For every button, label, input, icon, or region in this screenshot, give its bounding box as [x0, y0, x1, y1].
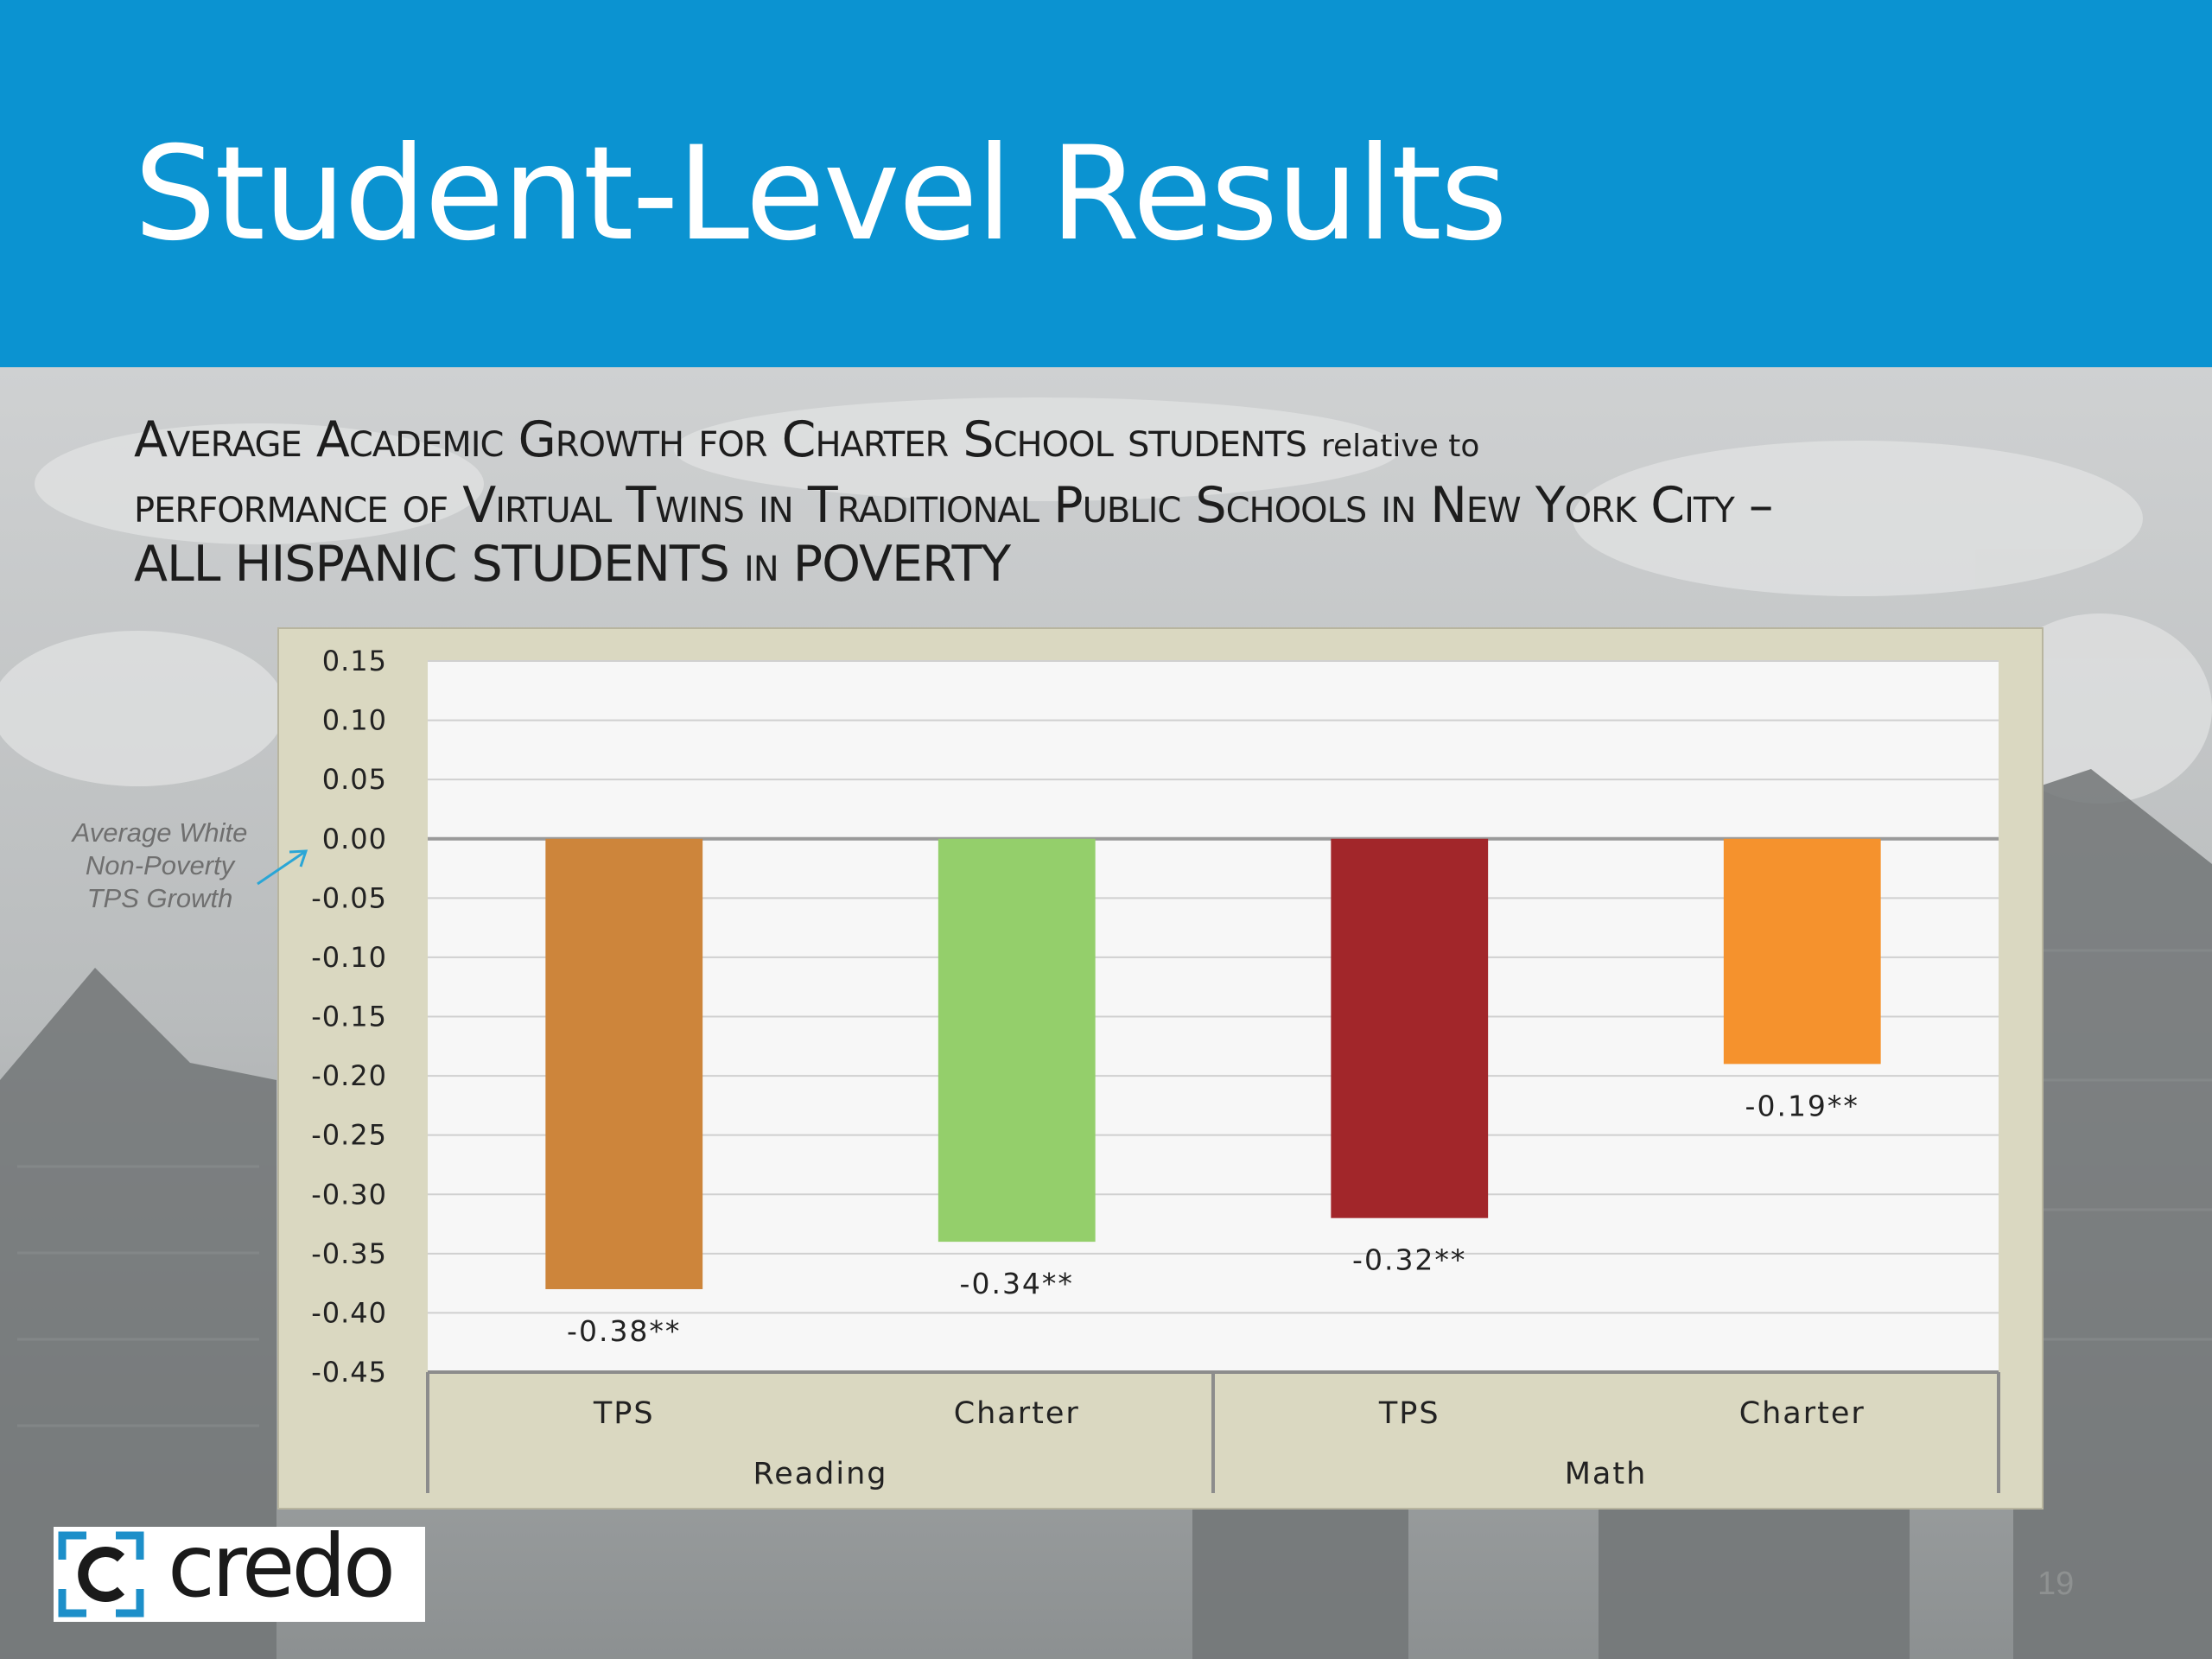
subtitle-run: C — [1650, 477, 1685, 534]
credo-logo-mark-icon — [58, 1531, 144, 1618]
data-label: -0.34** — [960, 1267, 1074, 1300]
subtitle-run: chools in — [1225, 477, 1431, 534]
y-tick-label: 0.15 — [322, 645, 387, 677]
subtitle-run: A — [134, 411, 168, 468]
subtitle-run: ALL HISPANIC STUDENTS — [134, 536, 744, 593]
chart-subtitle: Average Academic Growth for Charter Scho… — [134, 410, 2121, 594]
subtitle-run: raditional — [836, 477, 1054, 534]
subtitle-run: N — [1430, 477, 1467, 534]
subtitle-run: in — [743, 536, 779, 593]
subtitle-run: relative to — [1321, 429, 1480, 464]
subtitle-run: ublic — [1082, 477, 1196, 534]
header-band — [0, 0, 2212, 367]
bar — [1723, 838, 1881, 1065]
credo-logo: credo — [54, 1523, 425, 1622]
y-tick-label: -0.25 — [311, 1119, 387, 1152]
subtitle-run: cademic — [348, 411, 518, 468]
data-label: -0.32** — [1352, 1243, 1466, 1277]
x-category-label: Charter — [954, 1396, 1080, 1431]
data-label: -0.38** — [567, 1314, 681, 1348]
y-tick-label: -0.35 — [311, 1237, 387, 1270]
x-category-label: TPS — [593, 1396, 655, 1431]
subtitle-run: S — [1195, 477, 1226, 534]
subtitle-run: Y — [1535, 477, 1566, 534]
subtitle-run: ork — [1564, 477, 1651, 534]
subtitle-run: ew — [1465, 477, 1535, 534]
y-tick-label: -0.10 — [311, 941, 387, 974]
subtitle-run: C — [781, 411, 817, 468]
data-labels: -0.38** -0.34** -0.32** -0.19** — [567, 1089, 1859, 1348]
x-group-label: Reading — [753, 1457, 887, 1491]
subtitle-run: rowth for — [555, 411, 782, 468]
subtitle-run: performance of — [134, 477, 463, 534]
y-tick-label: 0.05 — [322, 763, 387, 796]
y-tick-label: -0.45 — [311, 1356, 387, 1389]
subtitle-run: ity – — [1684, 477, 1773, 534]
subtitle-run: G — [518, 411, 556, 468]
bars — [545, 838, 1881, 1289]
credo-logo-text: credo — [168, 1516, 396, 1617]
bar — [1331, 838, 1489, 1218]
annotation-arrow — [257, 849, 308, 886]
subtitle-run: POVERTY — [778, 536, 1011, 593]
subtitle-run: irtual — [495, 477, 626, 534]
bar — [938, 838, 1096, 1243]
data-label: -0.19** — [1745, 1089, 1859, 1122]
y-tick-label: 0.10 — [322, 704, 387, 737]
subtitle-run: P — [1053, 477, 1083, 534]
subtitle-run: V — [462, 477, 496, 534]
bar — [545, 838, 703, 1289]
x-category-label: TPS — [1378, 1396, 1440, 1431]
subtitle-line: Average Academic Growth for Charter Scho… — [134, 410, 2121, 476]
x-axis: TPS Charter TPS Charter Reading Math — [426, 1370, 2000, 1493]
subtitle-run: A — [315, 411, 350, 468]
subtitle-run: S — [963, 411, 994, 468]
y-tick-label: 0.00 — [322, 823, 387, 855]
x-group-label: Math — [1565, 1457, 1648, 1491]
baseline-annotation: Average White Non-Poverty TPS Growth — [72, 817, 248, 913]
y-tick-label: -0.05 — [311, 881, 387, 914]
subtitle-run: T — [807, 477, 838, 534]
subtitle-run: verage — [167, 411, 316, 468]
y-tick-label: -0.30 — [311, 1178, 387, 1211]
y-tick-label: -0.40 — [311, 1296, 387, 1329]
subtitle-line: ALL HISPANIC STUDENTS in POVERTY — [134, 535, 2121, 594]
y-axis-ticks: 0.15 0.10 0.05 0.00 -0.05 -0.10 -0.15 -0.20 -0.2… — [311, 645, 387, 1389]
subtitle-run: harter — [815, 411, 963, 468]
subtitle-line: performance of Virtual Twins in Traditio… — [134, 476, 2121, 535]
subtitle-run: chool students — [993, 411, 1322, 468]
y-tick-label: -0.15 — [311, 1001, 387, 1033]
y-tick-label: -0.20 — [311, 1059, 387, 1092]
page-number: 19 — [2037, 1566, 2075, 1602]
x-category-label: Charter — [1739, 1396, 1866, 1431]
subtitle-run: T — [626, 477, 656, 534]
slide-title: Student-Level Results — [134, 119, 1508, 270]
subtitle-run: wins in — [655, 477, 808, 534]
